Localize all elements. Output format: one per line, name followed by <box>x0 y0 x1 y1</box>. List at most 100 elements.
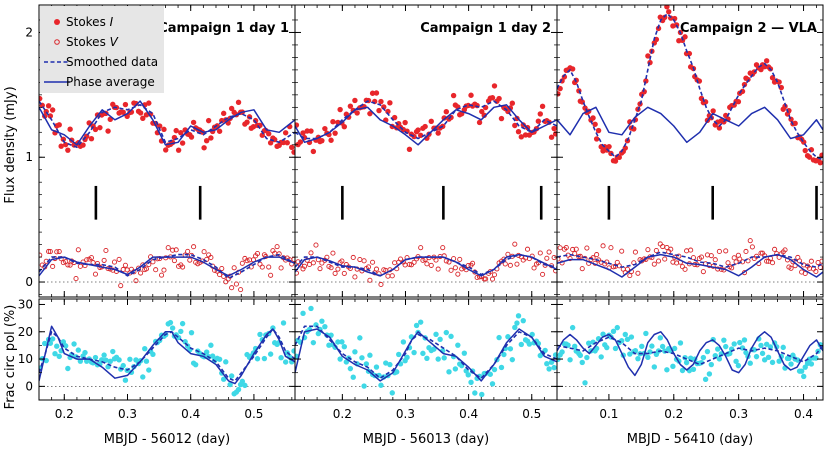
frac-pol-point <box>242 382 248 389</box>
y-tick-label: 10 <box>18 352 33 366</box>
frac-pol-point <box>569 324 576 331</box>
stokes-i-point <box>308 128 314 134</box>
frac-pol-point <box>322 323 328 330</box>
frac-pol-point <box>544 361 550 367</box>
frac-pol-point <box>437 336 443 343</box>
stokes-v-point <box>733 259 739 265</box>
frac-pol-point <box>659 343 666 350</box>
frac-pol-point <box>584 354 590 361</box>
stokes-v-point <box>668 246 674 252</box>
stokes-v-point <box>572 251 578 257</box>
stokes-i-point <box>80 142 86 148</box>
frac-pol-point <box>341 343 348 350</box>
x-tick-label: 0.1 <box>599 407 618 421</box>
frac-pol-point <box>140 374 146 380</box>
stokes-v-point <box>813 268 819 275</box>
frac-pol-point <box>759 350 766 357</box>
stokes-i-point <box>92 126 99 133</box>
stokes-v-point <box>682 266 688 272</box>
stokes-v-point <box>313 242 319 248</box>
stokes-v-point <box>278 265 284 271</box>
frac-pol-point <box>704 348 711 355</box>
stokes-v-point <box>304 257 310 263</box>
stokes-v-point <box>254 251 261 257</box>
stokes-i-point <box>203 138 210 144</box>
frac-pol-point <box>127 356 133 362</box>
stokes-i-point <box>782 103 788 110</box>
frac-pol-point <box>239 378 246 385</box>
stokes-v-phase-average-line <box>39 256 295 277</box>
stokes-v-point <box>749 244 755 250</box>
stokes-v-point <box>708 253 714 259</box>
stokes-v-point <box>551 255 557 261</box>
frac-pol-point <box>92 354 99 361</box>
frac-pol-point <box>735 362 742 369</box>
stokes-v-point <box>657 241 663 247</box>
stokes-v-point <box>231 265 237 271</box>
frac-pol-point <box>446 369 452 375</box>
stokes-i-point <box>498 115 505 122</box>
stokes-i-point <box>367 110 373 117</box>
x-tick-label: 0.4 <box>181 407 200 421</box>
stokes-i-point <box>735 99 742 105</box>
stokes-v-point <box>470 260 476 266</box>
x-tick-label: 0.2 <box>333 407 352 421</box>
frac-pol-point <box>400 339 407 345</box>
frac-pol-point <box>604 344 610 351</box>
stokes-v-point <box>392 260 398 266</box>
frac-pol-point <box>350 374 356 380</box>
stokes-v-point <box>635 270 641 276</box>
stokes-i-point <box>491 83 498 89</box>
top-plot-area <box>39 95 295 293</box>
frac-pol-point <box>706 371 713 377</box>
frac-pol-smoothed-line <box>39 328 295 382</box>
stokes-i-point <box>201 145 207 151</box>
stokes-i-point <box>133 100 139 107</box>
frac-pol-point <box>651 364 658 370</box>
stokes-v-point <box>111 259 118 265</box>
stokes-v-point <box>73 276 79 282</box>
stokes-i-point <box>512 122 518 129</box>
x-axis-label: MBJD - 56012 (day) <box>104 432 230 447</box>
x-tick-label: 0.2 <box>55 407 74 421</box>
frac-pol-point <box>455 342 461 348</box>
stokes-i-point <box>435 130 441 136</box>
stokes-i-point <box>56 122 62 128</box>
stokes-v-point <box>567 255 573 262</box>
stokes-v-point <box>802 270 808 277</box>
stokes-v-point <box>161 267 167 273</box>
frac-pol-point <box>120 362 126 369</box>
stokes-v-point <box>352 274 358 280</box>
stokes-i-phase-average-line <box>557 106 823 144</box>
stokes-i-point <box>282 130 289 136</box>
stokes-v-point <box>435 266 441 272</box>
frac-pol-point <box>227 381 233 388</box>
stokes-i-point <box>802 147 808 154</box>
stokes-v-point <box>163 255 169 261</box>
stokes-i-point <box>592 121 598 127</box>
stokes-i-point <box>97 124 103 131</box>
stokes-i-point <box>190 119 197 126</box>
stokes-v-point <box>201 249 207 255</box>
stokes-v-point <box>819 258 823 264</box>
stokes-i-point <box>146 100 152 106</box>
frac-pol-point <box>417 319 424 325</box>
stokes-v-point <box>308 250 314 256</box>
frac-pol-point <box>99 357 105 363</box>
stokes-v-point <box>239 260 245 266</box>
frac-pol-point <box>278 355 284 361</box>
stokes-v-point <box>150 259 156 265</box>
stokes-v-point <box>332 270 338 276</box>
frac-pol-point <box>413 322 420 329</box>
frac-pol-point <box>373 364 380 370</box>
stokes-i-point <box>557 91 561 97</box>
frac-pol-point <box>627 351 633 357</box>
stokes-i-point <box>60 136 67 142</box>
stokes-i-point <box>537 111 543 117</box>
stokes-i-point <box>806 154 813 160</box>
stokes-v-point <box>233 281 239 287</box>
frac-pol-point <box>188 329 195 336</box>
stokes-i-point <box>662 14 668 21</box>
frac-pol-point <box>339 339 345 345</box>
